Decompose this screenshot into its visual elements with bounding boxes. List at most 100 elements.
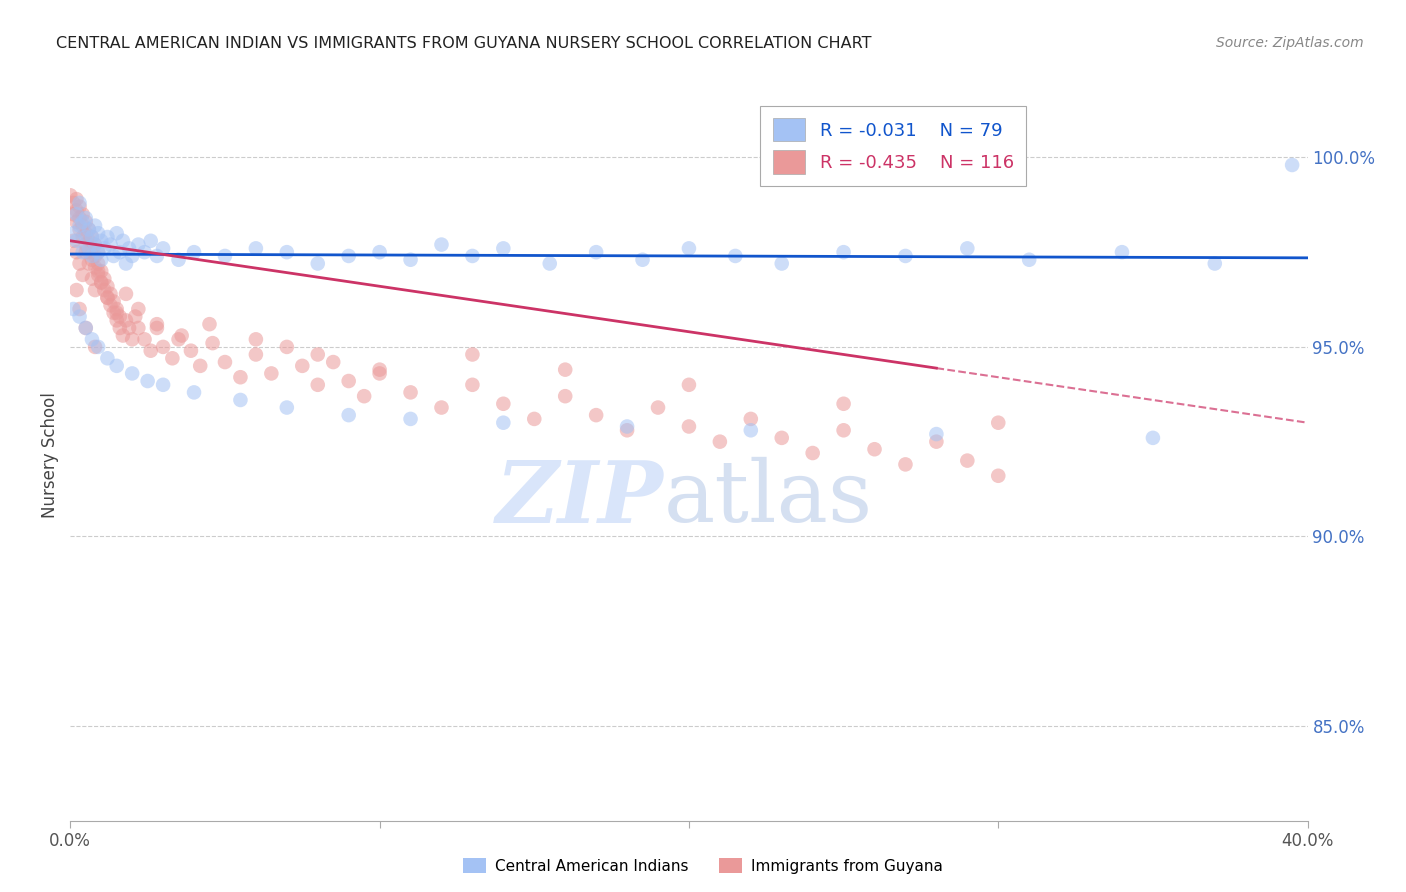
Point — [65, 283, 87, 297]
Point — [80, 332, 103, 346]
Point — [740, 423, 762, 437]
Point — [307, 377, 329, 392]
Point — [987, 468, 1010, 483]
Point — [90, 276, 112, 290]
Point — [100, 237, 122, 252]
Point — [80, 252, 103, 267]
Point — [554, 362, 576, 376]
Point — [399, 385, 422, 400]
Point — [96, 230, 118, 244]
Text: ZIP: ZIP — [496, 457, 664, 541]
Point — [322, 355, 344, 369]
Point — [75, 230, 97, 244]
Point — [105, 306, 128, 320]
Point — [585, 245, 607, 260]
Point — [832, 245, 855, 260]
Point — [770, 256, 793, 270]
Point — [139, 343, 162, 358]
Point — [90, 276, 112, 290]
Point — [108, 310, 131, 324]
Point — [96, 279, 118, 293]
Point — [245, 241, 267, 255]
Point — [492, 416, 515, 430]
Point — [111, 328, 134, 343]
Point — [121, 332, 143, 346]
Point — [214, 249, 236, 263]
Point — [65, 234, 87, 248]
Point — [337, 249, 360, 263]
Point — [115, 286, 138, 301]
Point — [69, 211, 91, 225]
Point — [136, 374, 159, 388]
Point — [127, 321, 149, 335]
Point — [956, 453, 979, 467]
Point — [62, 195, 84, 210]
Point — [832, 397, 855, 411]
Point — [353, 389, 375, 403]
Point — [276, 401, 298, 415]
Point — [84, 249, 107, 263]
Point — [139, 234, 162, 248]
Point — [69, 200, 91, 214]
Point — [678, 419, 700, 434]
Point — [87, 340, 110, 354]
Point — [75, 226, 97, 240]
Point — [276, 245, 298, 260]
Point — [127, 301, 149, 316]
Point — [461, 249, 484, 263]
Point — [1204, 256, 1226, 270]
Point — [229, 392, 252, 407]
Point — [832, 423, 855, 437]
Point — [368, 367, 391, 381]
Point — [84, 260, 107, 275]
Point — [678, 241, 700, 255]
Text: Source: ZipAtlas.com: Source: ZipAtlas.com — [1216, 36, 1364, 50]
Point — [69, 222, 91, 236]
Point — [461, 347, 484, 361]
Point — [75, 245, 97, 260]
Point — [75, 321, 97, 335]
Point — [100, 286, 122, 301]
Point — [162, 351, 184, 366]
Point — [554, 389, 576, 403]
Point — [167, 252, 190, 267]
Point — [118, 241, 141, 255]
Point — [925, 434, 948, 449]
Point — [72, 268, 94, 282]
Point — [678, 377, 700, 392]
Point — [1111, 245, 1133, 260]
Point — [368, 362, 391, 376]
Point — [65, 203, 87, 218]
Point — [127, 237, 149, 252]
Point — [631, 252, 654, 267]
Point — [65, 245, 87, 260]
Point — [80, 271, 103, 285]
Point — [77, 222, 100, 236]
Point — [84, 237, 107, 252]
Point — [105, 313, 128, 327]
Point — [72, 219, 94, 233]
Point — [75, 211, 97, 225]
Point — [152, 377, 174, 392]
Point — [170, 328, 193, 343]
Point — [183, 385, 205, 400]
Point — [214, 355, 236, 369]
Point — [84, 237, 107, 252]
Point — [167, 332, 190, 346]
Point — [307, 347, 329, 361]
Point — [229, 370, 252, 384]
Point — [188, 359, 211, 373]
Point — [80, 230, 103, 244]
Point — [84, 340, 107, 354]
Point — [1142, 431, 1164, 445]
Point — [709, 434, 731, 449]
Point — [72, 215, 94, 229]
Point — [62, 226, 84, 240]
Point — [770, 431, 793, 445]
Point — [72, 230, 94, 244]
Point — [801, 446, 824, 460]
Point — [77, 245, 100, 260]
Point — [87, 226, 110, 240]
Point — [152, 241, 174, 255]
Point — [337, 374, 360, 388]
